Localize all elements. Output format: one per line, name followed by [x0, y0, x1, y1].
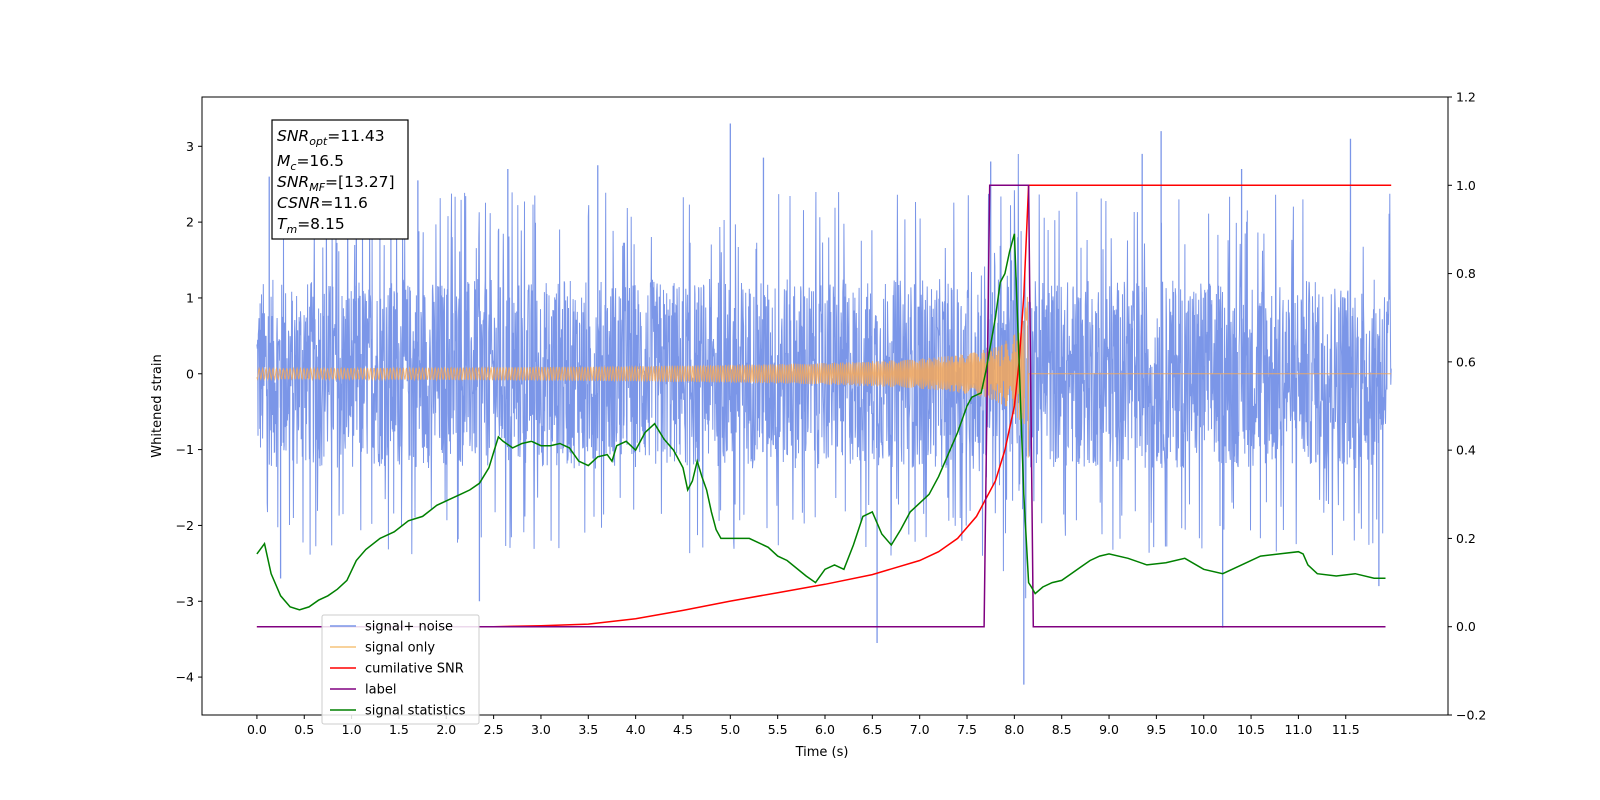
legend-label: label: [365, 683, 396, 698]
annotation-mc: Mc=16.5: [277, 152, 344, 173]
y-axis-left: −4 −3 −2 −1 0 1 2 3: [176, 139, 202, 685]
x-tick-label: 11.5: [1332, 722, 1360, 737]
y-tick-label-right: 0.0: [1456, 619, 1476, 634]
y-tick-label-left: 1: [186, 290, 194, 305]
x-tick-label: 5.5: [768, 722, 788, 737]
y-tick-label-right: 1.0: [1456, 178, 1476, 193]
y-tick-label-left: 2: [186, 215, 194, 230]
y-tick-label-right: 0.8: [1456, 266, 1476, 281]
annotation-box: SNRopt=11.43 Mc=16.5 SNRMF=[13.27] CSNR=…: [271, 119, 409, 240]
legend: signal+ noise signal only cumilative SNR la…: [321, 614, 480, 725]
x-tick-label: 6.0: [815, 722, 835, 737]
x-tick-label: 8.5: [1052, 722, 1072, 737]
x-tick-label: 4.5: [673, 722, 693, 737]
x-tick-label: 9.0: [1099, 722, 1119, 737]
x-tick-label: 2.0: [436, 722, 456, 737]
y-axis-left-label: Whitened strain: [150, 354, 165, 457]
y-tick-label-right: 0.6: [1456, 354, 1476, 369]
x-tick-label: 6.5: [862, 722, 882, 737]
series-signal-statistics: [256, 233, 1386, 611]
x-tick-label: 1.5: [389, 722, 409, 737]
x-tick-label: 2.5: [484, 722, 504, 737]
x-tick-label: 10.0: [1190, 722, 1218, 737]
y-tick-label-left: −4: [176, 670, 194, 685]
x-tick-label: 1.0: [342, 722, 362, 737]
x-tick-label: 7.5: [957, 722, 977, 737]
series-label: [256, 184, 1386, 628]
y-axis-right: −0.2 0.0 0.2 0.4 0.6 0.8 1.0 1.2: [1448, 90, 1486, 723]
x-tick-label: 9.5: [1146, 722, 1166, 737]
x-tick-label: 0.5: [294, 722, 314, 737]
annotation-tm: Tm=8.15: [277, 215, 345, 236]
y-tick-label-right: 0.2: [1456, 531, 1476, 546]
series-signal-only: [256, 296, 1392, 458]
series-cumilative-snr: [256, 184, 1392, 628]
x-axis: 0.0 0.5 1.0 1.5 2.0 2.5 3.0 3.5 4.0 4.5 5.0 5.5 6.0 6…: [247, 715, 1360, 737]
y-tick-label-left: 3: [186, 139, 194, 154]
plot-series: [256, 123, 1392, 685]
y-tick-label-left: −3: [176, 594, 194, 609]
y-tick-label-left: 0: [186, 366, 194, 381]
x-tick-label: 8.0: [1004, 722, 1024, 737]
legend-label: signal+ noise: [365, 620, 453, 635]
x-tick-label: 0.0: [247, 722, 267, 737]
y-tick-label-right: 0.4: [1456, 443, 1476, 458]
x-tick-label: 7.0: [910, 722, 930, 737]
x-axis-label: Time (s): [795, 745, 849, 760]
y-tick-label-left: −1: [176, 442, 194, 457]
annotation-csnr: CSNR=11.6: [277, 194, 368, 212]
x-tick-label: 3.5: [578, 722, 598, 737]
x-tick-label: 10.5: [1237, 722, 1265, 737]
x-tick-label: 5.0: [720, 722, 740, 737]
x-tick-label: 4.0: [626, 722, 646, 737]
y-tick-label-right: 1.2: [1456, 90, 1476, 105]
x-tick-label: 3.0: [531, 722, 551, 737]
y-tick-label-right: −0.2: [1456, 708, 1486, 723]
legend-label: signal statistics: [365, 704, 466, 719]
legend-label: cumilative SNR: [365, 662, 464, 677]
x-tick-label: 11.0: [1284, 722, 1312, 737]
series-signal-noise: [256, 153, 1392, 599]
legend-label: signal only: [365, 641, 435, 656]
annotation-snr-opt: SNRopt=11.43: [277, 127, 385, 148]
annotation-snr-mf: SNRMF=[13.27]: [277, 173, 395, 194]
y-tick-label-left: −2: [176, 518, 194, 533]
